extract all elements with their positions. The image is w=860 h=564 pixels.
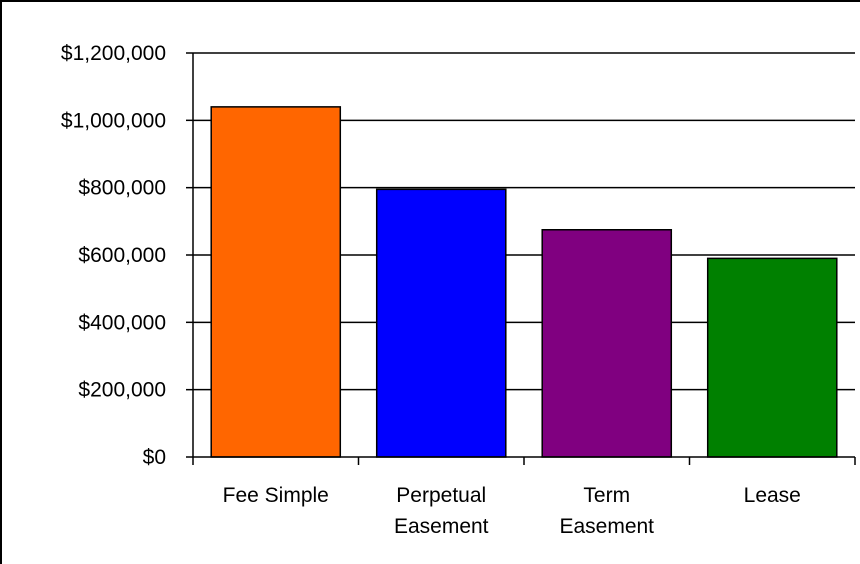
x-tick-label: Lease <box>744 484 801 507</box>
x-tick-label-line: Easement <box>394 515 489 538</box>
x-tick-label-line: Fee Simple <box>223 484 329 507</box>
y-tick-label: $0 <box>143 446 166 469</box>
x-tick-label-line: Easement <box>559 515 654 538</box>
bars <box>210 106 838 458</box>
y-tick-label: $600,000 <box>78 244 166 267</box>
y-tick-label: $200,000 <box>78 379 166 402</box>
x-tick-label-line: Perpetual <box>396 484 486 507</box>
x-tick-labels: Fee Simple Perpetual Easement Term Easement L… <box>223 484 801 538</box>
y-tick-label: $400,000 <box>78 311 166 334</box>
bar <box>541 229 673 458</box>
x-tick-label: Perpetual Easement <box>394 484 489 538</box>
bar <box>706 257 838 458</box>
x-tick-label-line: Lease <box>744 484 801 507</box>
bar <box>375 188 507 458</box>
y-tick-label: $800,000 <box>78 177 166 200</box>
x-tick-label-line: Term <box>583 484 630 507</box>
y-tick-labels: $0 $200,000 $400,000 $600,000 $800,000 $1,000… <box>61 42 166 469</box>
bar <box>210 106 342 458</box>
x-tick-label: Fee Simple <box>223 484 329 507</box>
axes <box>186 52 856 465</box>
y-tick-label: $1,200,000 <box>61 42 166 65</box>
x-tick-label: Term Easement <box>559 484 654 538</box>
y-tick-label: $1,000,000 <box>61 109 166 132</box>
